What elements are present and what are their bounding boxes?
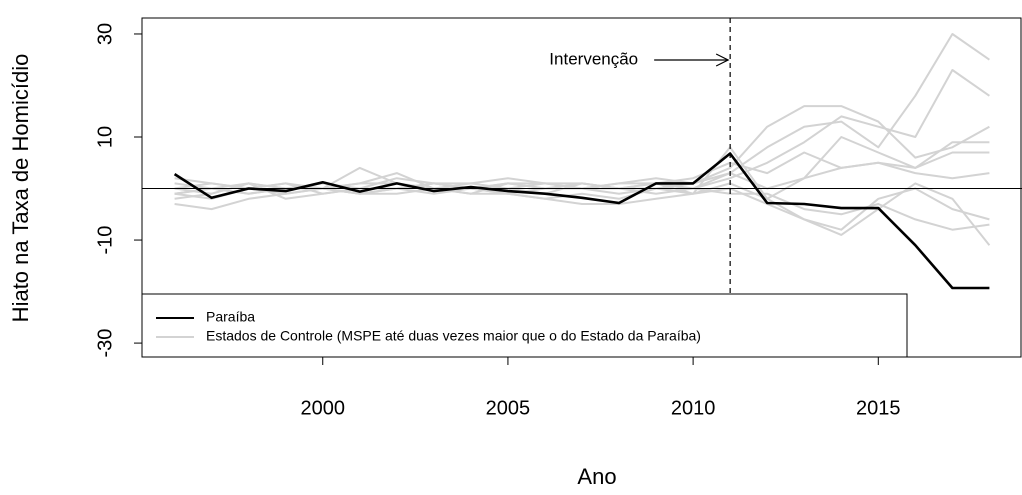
series-line [174, 69, 990, 200]
y-tick-label: -30 [94, 329, 116, 358]
y-axis-label: Hiato na Taxa de Homicídio [8, 54, 33, 323]
x-tick-label: 2015 [856, 397, 901, 419]
arrow-head [715, 53, 730, 67]
legend-label: Paraíba [206, 309, 255, 325]
y-tick-label: 30 [94, 23, 116, 45]
y-tick-label: 10 [94, 126, 116, 148]
series-line [173, 152, 990, 290]
legend-label: Estados de Controle (MSPE até duas vezes… [206, 328, 701, 344]
series-line [174, 146, 991, 246]
annotation: Intervenção [549, 49, 638, 68]
overlay: Intervenção 2000 2005 2010 2015 -30 -10 10 30 Par… [94, 17, 1022, 419]
series-line [174, 182, 990, 231]
y-tick-label: -10 [94, 226, 116, 255]
series-line [174, 105, 990, 195]
plot-area [142, 18, 1022, 357]
x-tick-label: 2010 [671, 397, 716, 419]
x-tick-label: 2000 [300, 397, 345, 419]
x-tick-label: 2005 [486, 397, 531, 419]
x-axis-label: Ano [577, 464, 616, 489]
legend-box [141, 293, 908, 358]
series-line [174, 187, 990, 231]
